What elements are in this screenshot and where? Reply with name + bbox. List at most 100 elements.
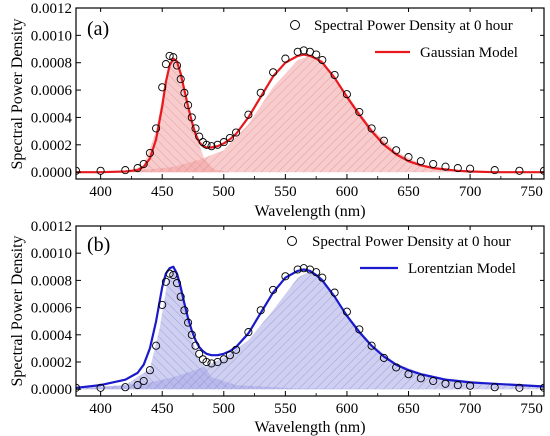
panel-a-y-tick-label: 0.0000 [31, 165, 72, 181]
panel-a-plot-frame [75, 7, 545, 180]
panel-a-legend: Spectral Power Density at 0 hour Gaussia… [290, 18, 518, 61]
panel-b-y-tick-label: 0.0002 [31, 355, 72, 371]
panel-a-data-point [225, 133, 234, 143]
panel-a-data-point [96, 166, 105, 175]
panel-b-data-point [180, 306, 189, 315]
panel-b-legend-measured-marker [287, 236, 297, 246]
panel-b-data-point [161, 277, 170, 286]
panel-a-data-point [232, 128, 241, 137]
panel-b-x-tick-label: 600 [336, 401, 359, 417]
panel-a-data-point [145, 148, 154, 158]
panel-a-data-point [133, 164, 142, 173]
panel-b-data-point [225, 351, 234, 360]
panel-b-component-1-hatch [76, 269, 544, 390]
panel-a-data-point [165, 51, 174, 60]
panel-b-data-point [318, 273, 327, 282]
panel-a-data-point [429, 159, 438, 169]
panel-b-data-point [416, 374, 425, 383]
panel-b-x-ticks: 400 450 500 550 600 650 700 750 [89, 226, 543, 417]
panel-a-data-point [453, 164, 462, 173]
panel-a-data-point [330, 70, 339, 80]
panel-a-x-tick-label: 750 [520, 184, 543, 200]
panel-b-data-point [176, 292, 185, 301]
panel-b-data-point [195, 349, 204, 358]
panel-a-y-tick-label: 0.0008 [31, 56, 72, 72]
panel-b-data-point [187, 330, 196, 339]
panel-b-y-tick-label: 0.0006 [31, 301, 73, 317]
panel-a-data-point [355, 107, 364, 117]
panel-b-data-point [355, 325, 364, 334]
panel-b-data-point [256, 306, 265, 315]
panel-b-x-tick-label: 450 [151, 401, 174, 417]
panel-a-x-tick-label: 400 [89, 184, 112, 200]
panel-b-data-point [133, 381, 142, 390]
panel-a-data-point [184, 101, 193, 110]
panel-b-data-point [139, 376, 148, 386]
panel-a-data-point [195, 132, 204, 141]
panel-b-y-tick-label: 0.0004 [31, 328, 73, 344]
panel-a-y-axis-title: Spectral Power Density [9, 18, 26, 169]
panel-a-data-point [281, 54, 290, 63]
panel-a-x-axis-title: Wavelength (nm) [254, 203, 365, 220]
panel-b-data-point [165, 269, 174, 278]
panel-a-component-1-hatch [76, 58, 230, 173]
panel-a-x-ticks: 400 450 500 550 600 650 700 750 [89, 8, 543, 200]
panel-b-components [76, 269, 544, 390]
panel-b-data-point [184, 318, 193, 327]
panel-a-data-point [180, 88, 189, 97]
panel-a-data-point [187, 113, 196, 122]
panel-a-x-tick-label: 450 [151, 184, 174, 200]
panel-a-data-point [152, 124, 161, 133]
panel-b-y-ticks: 0.0000 0.0002 0.0004 0.0006 0.0008 0.0010 0.00… [31, 219, 544, 398]
panel-b-data-point [429, 376, 438, 386]
panel-a-data-point [244, 110, 253, 119]
panel-a-data-point [515, 166, 524, 175]
panel-a-data-point [293, 47, 302, 56]
panel-b-x-tick-label: 650 [397, 401, 420, 417]
panel-a-y-tick-label: 0.0006 [31, 83, 73, 99]
panel-b-y-tick-label: 0.0000 [31, 382, 72, 398]
panel-b-y-tick-label: 0.0012 [31, 219, 72, 235]
panel-b-data-point [269, 285, 278, 294]
panel-b-data-point [404, 370, 413, 379]
panel-a-data-point [318, 55, 327, 65]
panel-a-data-point [158, 83, 167, 92]
panel-a-components [76, 55, 544, 173]
panel-b-data-point [152, 341, 161, 350]
panel-b-measured-points [76, 264, 544, 392]
panel-b-data-point [490, 383, 499, 392]
panel-b-plot-frame [75, 225, 545, 397]
panel-a-y-tick-label: 0.0002 [31, 138, 72, 154]
panel-b-x-axis-title: Wavelength (nm) [254, 419, 365, 436]
panel-b-data-point [539, 383, 544, 392]
panel-a-data-point [219, 138, 228, 147]
panel-b-data-point [312, 268, 321, 277]
panel-a-legend-model-label: Gaussian Model [420, 45, 518, 61]
panel-b-x-tick-label: 550 [274, 401, 297, 417]
panel-b-y-tick-label: 0.0008 [31, 273, 72, 289]
panel-a-x-tick-label: 600 [336, 184, 359, 200]
panel-b-x-tick-label: 400 [89, 401, 112, 417]
panel-b-legend-measured-label: Spectral Power Density at 0 hour [312, 234, 511, 250]
panel-a-x-tick-label: 550 [274, 184, 297, 200]
panel-b-y-axis-title: Spectral Power Density [9, 235, 26, 386]
panel-b-legend-model-label: Lorentzian Model [408, 261, 516, 277]
panel-b-legend: Spectral Power Density at 0 hour Lorentz… [287, 234, 516, 277]
panel-a-data-point [161, 60, 170, 69]
panel-a-data-point [404, 153, 413, 162]
panel-b-y-tick-label: 0.0010 [31, 246, 72, 262]
panel-b-data-point [515, 383, 524, 392]
panel-a-data-point [379, 136, 388, 145]
panel-a-legend-measured-label: Spectral Power Density at 0 hour [314, 18, 513, 34]
panel-b-x-tick-label: 750 [520, 401, 543, 417]
panel-b-data-point [169, 270, 178, 280]
panel-a-data-point [539, 166, 544, 175]
panel-a-data-point [441, 162, 450, 171]
panel-a-y-tick-label: 0.0010 [31, 28, 72, 44]
panel-b-data-point [453, 381, 462, 390]
panel-a-data-point [342, 90, 351, 99]
panel-b-data-point [466, 381, 475, 390]
panel-a-data-point [466, 164, 475, 173]
panel-b-label: (b) [87, 234, 110, 256]
